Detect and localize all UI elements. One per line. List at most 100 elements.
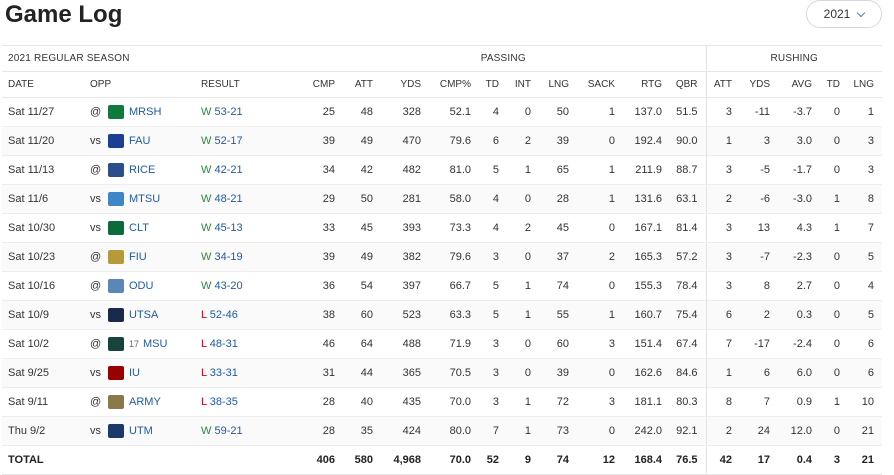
home-away-indicator: @ [90, 337, 102, 350]
column-group-row: 2021 REGULAR SEASON PASSING RUSHING [2, 45, 883, 72]
opponent-link[interactable]: CLT [129, 221, 149, 234]
passing-stat-cell: 79.6 [429, 242, 479, 272]
passing-stat-cell: 160.7 [623, 300, 670, 330]
score-link[interactable]: 48-31 [209, 338, 238, 350]
score-link[interactable]: 45-13 [214, 222, 243, 234]
opponent-link[interactable]: RICE [129, 163, 156, 176]
opponent-cell: vs UTSA [84, 300, 195, 330]
score-link[interactable]: 43-20 [214, 280, 243, 292]
passing-stat-cell: 3 [479, 387, 507, 417]
rushing-stat-cell: 24 [740, 416, 778, 446]
opponent-cell: @ ARMY [84, 387, 195, 417]
opponent-link[interactable]: UTSA [129, 308, 159, 321]
passing-stat-cell: 67.4 [670, 329, 707, 359]
passing-stat-cell: 0 [507, 184, 539, 214]
passing-stat-cell: 523 [381, 300, 429, 330]
rushing-stat-cell: -3.7 [778, 97, 820, 127]
score-link[interactable]: 53-21 [214, 106, 243, 118]
date-cell: Sat 10/2 [2, 329, 84, 359]
passing-stat-cell: 46 [301, 329, 343, 359]
passing-stat-cell: 50 [343, 184, 381, 214]
opponent-cell: @ ODU [84, 271, 195, 301]
total-rushing-cell: 42 [706, 445, 740, 475]
passing-stat-cell: 92.1 [670, 416, 707, 446]
result-cell: L 38-35 [195, 387, 301, 417]
table-row: Sat 11/20 vs FAU W 52-17 39 49 470 79.6 6 2 39 0 192… [2, 126, 883, 156]
passing-stat-cell: 73 [539, 416, 577, 446]
passing-stat-cell: 33 [301, 213, 343, 243]
passing-stat-cell: 35 [343, 416, 381, 446]
rushing-stat-cell: 1 [706, 358, 740, 388]
opponent-link[interactable]: UTM [129, 424, 153, 437]
passing-stat-cell: 52.1 [429, 97, 479, 127]
score-link[interactable]: 48-21 [214, 193, 243, 205]
passing-stat-cell: 165.3 [623, 242, 670, 272]
opponent-link[interactable]: ODU [129, 279, 154, 292]
opponent-link[interactable]: IU [129, 366, 140, 379]
total-rushing-cell: 17 [740, 445, 778, 475]
result-indicator: W [201, 193, 215, 205]
table-row: Sat 11/27 @ MRSH W 53-21 25 48 328 52.1 4 0 50 1 137… [2, 97, 883, 127]
opponent-link[interactable]: MSU [143, 337, 168, 350]
date-cell: Sat 9/11 [2, 387, 84, 417]
passing-stat-cell: 90.0 [670, 126, 707, 156]
result-indicator: W [201, 222, 215, 234]
home-away-indicator: @ [90, 279, 102, 292]
rushing-stat-cell: 4 [848, 271, 883, 301]
rushing-stat-cell: -7 [740, 242, 778, 272]
opponent-link[interactable]: ARMY [129, 395, 161, 408]
score-link[interactable]: 33-31 [209, 367, 238, 379]
passing-stat-cell: 45 [343, 213, 381, 243]
passing-stat-cell: 81.4 [670, 213, 707, 243]
total-passing-cell: 4,968 [381, 445, 429, 475]
passing-stat-cell: 63.3 [429, 300, 479, 330]
passing-stat-cell: 1 [507, 387, 539, 417]
table-row: Sat 9/25 vs IU L 33-31 31 44 365 70.5 3 0 39 0 162.6… [2, 358, 883, 388]
rushing-stat-cell: 2 [706, 184, 740, 214]
season-label: 2021 REGULAR SEASON [2, 45, 301, 72]
passing-stat-cell: 79.6 [429, 126, 479, 156]
passing-stat-cell: 0 [577, 213, 623, 243]
date-cell: Sat 11/13 [2, 155, 84, 185]
rushing-stat-cell: 0 [820, 271, 848, 301]
score-link[interactable]: 34-19 [214, 251, 243, 263]
opponent-link[interactable]: FIU [129, 250, 147, 263]
column-header-yds: YDS [740, 71, 778, 98]
passing-stat-cell: 424 [381, 416, 429, 446]
rushing-stat-cell: 7 [740, 387, 778, 417]
opponent-cell: @ FIU [84, 242, 195, 272]
passing-stat-cell: 39 [539, 126, 577, 156]
column-header-date: DATE [2, 71, 84, 98]
passing-group-header: PASSING [301, 45, 707, 72]
rushing-stat-cell: -6 [740, 184, 778, 214]
passing-stat-cell: 60 [539, 329, 577, 359]
column-header-avg: AVG [778, 71, 820, 98]
rushing-stat-cell: -3.0 [778, 184, 820, 214]
total-row: TOTAL 406 580 4,968 70.0 52 9 74 12 168.4 76.5 42 17… [2, 445, 883, 475]
score-link[interactable]: 42-21 [214, 164, 243, 176]
score-link[interactable]: 38-35 [209, 396, 238, 408]
passing-stat-cell: 2 [507, 126, 539, 156]
rushing-stat-cell: 4.3 [778, 213, 820, 243]
rushing-stat-cell: -1.7 [778, 155, 820, 185]
rushing-stat-cell: 5 [848, 300, 883, 330]
opponent-link[interactable]: MTSU [129, 192, 161, 205]
passing-stat-cell: 39 [301, 126, 343, 156]
passing-stat-cell: 51.5 [670, 97, 707, 127]
opponent-link[interactable]: MRSH [129, 105, 162, 118]
score-link[interactable]: 52-46 [209, 309, 238, 321]
date-cell: Sat 10/9 [2, 300, 84, 330]
score-link[interactable]: 59-21 [214, 425, 243, 437]
score-link[interactable]: 52-17 [214, 135, 243, 147]
rushing-stat-cell: 21 [848, 416, 883, 446]
passing-stat-cell: 4 [479, 97, 507, 127]
rushing-stat-cell: 12.0 [778, 416, 820, 446]
passing-stat-cell: 80.3 [670, 387, 707, 417]
opponent-link[interactable]: FAU [129, 134, 151, 147]
rushing-stat-cell: 3.0 [778, 126, 820, 156]
passing-stat-cell: 65 [539, 155, 577, 185]
passing-stat-cell: 131.6 [623, 184, 670, 214]
date-cell: Sat 10/23 [2, 242, 84, 272]
passing-stat-cell: 155.3 [623, 271, 670, 301]
season-select[interactable]: 2021 [806, 0, 882, 28]
